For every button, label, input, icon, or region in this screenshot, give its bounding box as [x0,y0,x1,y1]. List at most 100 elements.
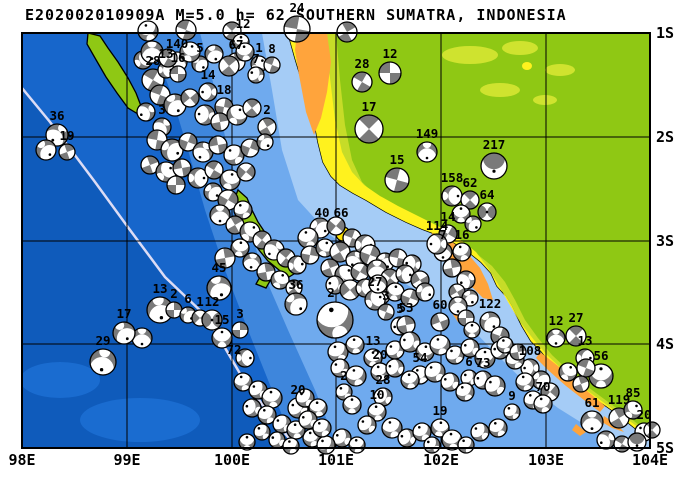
focal-mechanism-beachball [400,288,420,308]
depth-label: 8 [268,41,276,56]
focal-mechanism-beachball [158,48,178,68]
lon-label-98E: 98E [8,451,36,469]
depth-label: 16 [454,227,469,242]
depth-label: 18 [216,82,231,97]
depth-label: 20 [636,407,651,422]
focal-mechanism-beachball [430,312,450,332]
pale-patch [545,64,575,76]
focal-mechanism-beachball [350,262,370,282]
depth-label: 14 [440,209,455,224]
depth-label: 3 [158,102,166,117]
depth-label: 40 [314,205,329,220]
depth-label: 7 [252,51,260,66]
focal-mechanism-beachball [140,40,164,64]
lon-label-102E: 102E [422,451,460,469]
depth-label: 67 [228,37,243,52]
focal-mechanism-beachball [208,135,228,155]
depth-label: 12 [235,16,250,31]
focal-mechanism-beachball [426,233,448,255]
depth-label: 119 [608,392,631,407]
focal-mechanism-beachball [477,202,497,222]
focal-mechanism-beachball [377,303,395,321]
focal-mechanism-beachball [326,216,346,236]
depth-label: 27 [367,274,382,289]
focal-mechanism-beachball [572,375,590,393]
focal-mechanism-beachball [257,117,277,137]
lon-label-100E: 100E [213,451,251,469]
pale-patch [480,83,520,97]
focal-mechanism-beachball [235,348,255,368]
focal-mechanism-beachball [218,55,240,77]
depth-label: 1 [196,294,204,309]
depth-label: 17 [116,306,131,321]
depth-label: 17 [361,99,376,114]
focal-mechanism-beachball [320,258,340,278]
depth-label: 108 [519,343,542,358]
focal-mechanism-beachball [240,138,260,158]
depth-label: 5 [196,40,204,55]
focal-mechanism-beachball [385,282,405,302]
focal-mechanism-beachball [354,114,384,144]
focal-mechanism-beachball [256,262,276,282]
depth-label: 158 [441,170,464,185]
focal-mechanism-beachball [342,395,362,415]
focal-mechanism-beachball [627,432,647,452]
focal-mechanism-beachball [442,258,462,278]
depth-label: 1 [255,40,263,55]
depth-label: 66 [333,205,348,220]
focal-mechanism-beachball [210,112,230,132]
focal-mechanism-beachball [263,56,281,74]
focal-mechanism-beachball [242,98,262,118]
focal-mechanism-beachball [242,252,262,272]
depth-label: 3 [382,288,390,303]
focal-mechanism-beachball [463,321,481,339]
depth-label: 13 [365,333,380,348]
focal-mechanism-beachball [211,327,233,349]
mountain-orange [572,424,586,436]
focal-mechanism-beachball [187,167,209,189]
focal-mechanism-beachball [201,309,223,331]
depth-label: 19 [59,128,74,143]
focal-mechanism-beachball [222,21,242,41]
depth-label: 13 [577,333,592,348]
lat-label-2S: 2S [656,128,675,146]
focal-mechanism-beachball [576,358,596,378]
depth-label: 13 [152,281,167,296]
depth-label: 3 [236,306,244,321]
focal-mechanism-beachball [58,143,76,161]
focal-mechanism-beachball [180,88,200,108]
focal-mechanism-beachball [400,370,420,390]
focal-mechanism-beachball [231,321,249,339]
depth-label: 62 [462,175,477,190]
map-background [22,33,650,448]
focal-mechanism-beachball [474,347,496,369]
depth-label: 6 [184,291,192,306]
focal-mechanism-beachball [441,429,463,451]
depth-label: 70 [535,379,550,394]
focal-mechanism-beachball [235,42,255,62]
focal-mechanism-beachball [378,61,402,85]
lat-label-3S: 3S [656,232,675,250]
focal-mechanism-beachball [509,343,527,361]
focal-mechanism-beachball [580,410,604,434]
focal-mechanism-beachball [452,242,472,262]
depth-label: 149 [416,126,439,141]
map-title: E202002010909A M=5.0 h= 62 SOUTHERN SUMA… [25,6,567,24]
focal-mechanism-beachball [230,238,250,258]
depth-label: 7 [439,227,447,242]
focal-mechanism-beachball [384,167,410,193]
depth-label: 15 [214,312,229,327]
depth-label: 12 [548,313,563,328]
focal-mechanism-beachball [191,55,209,73]
depth-label: 54 [412,350,427,365]
mountain-orange [295,33,331,135]
focal-mechanism-beachball [416,141,438,163]
depth-label: 28 [375,372,390,387]
lon-label-104E: 104E [631,451,669,469]
focal-mechanism-beachball [395,264,415,284]
focal-mechanism-beachball [166,175,186,195]
depth-label: 73 [475,355,490,370]
focal-mechanism-beachball [298,410,318,430]
lat-label-1S: 1S [656,24,675,42]
focal-mechanism-beachball [496,336,514,354]
